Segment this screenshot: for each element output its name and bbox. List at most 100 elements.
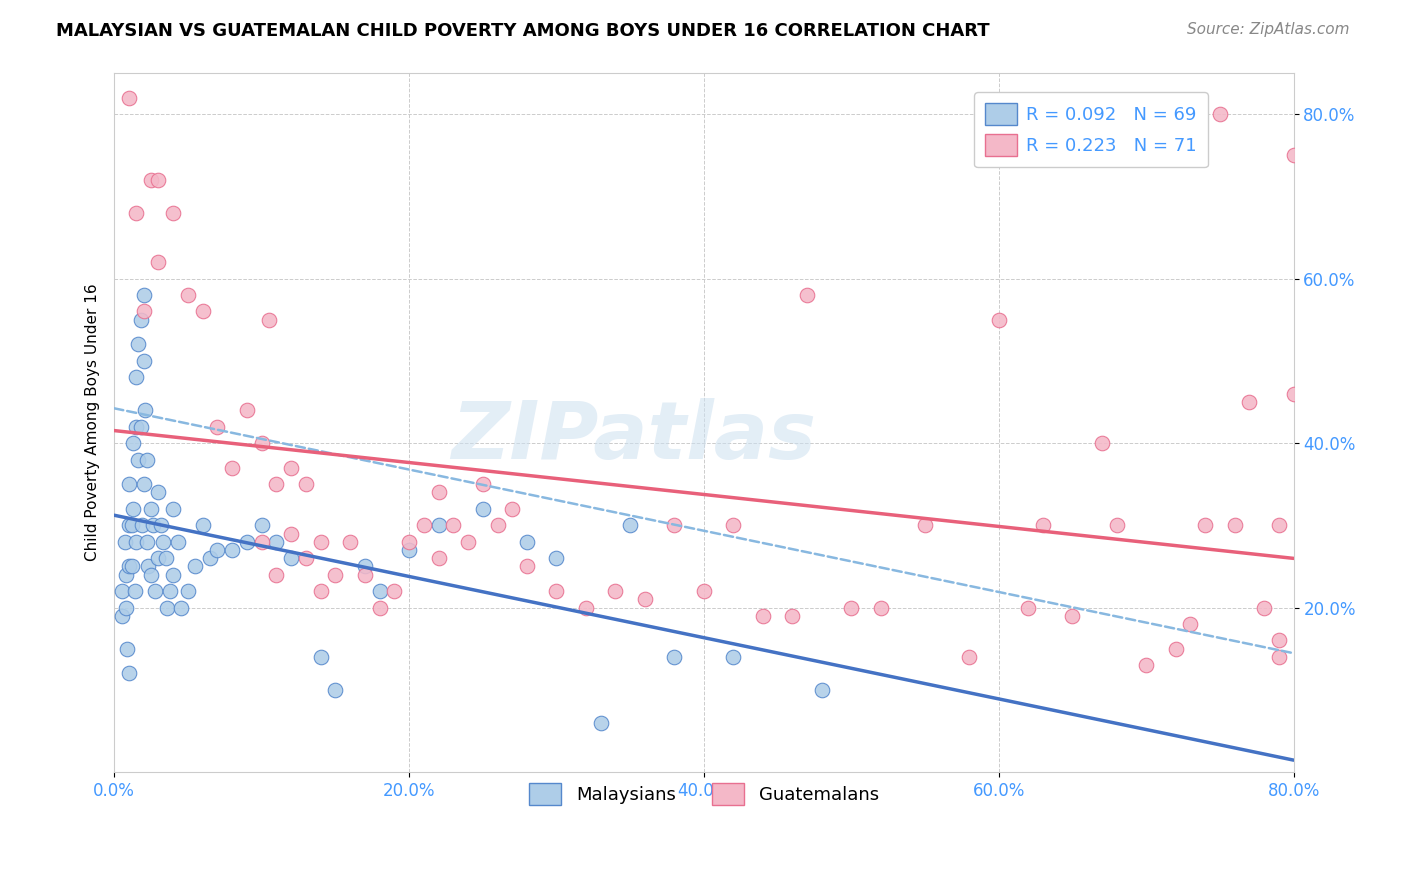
Point <box>471 502 494 516</box>
Point <box>121 518 143 533</box>
Point <box>236 403 259 417</box>
Point <box>486 518 509 533</box>
Point <box>309 649 332 664</box>
Point <box>516 559 538 574</box>
Point <box>162 206 184 220</box>
Point <box>207 419 229 434</box>
Point <box>339 534 361 549</box>
Point <box>148 485 170 500</box>
Point <box>427 485 450 500</box>
Point <box>118 666 141 681</box>
Point <box>156 600 179 615</box>
Point <box>125 534 148 549</box>
Point <box>115 600 138 615</box>
Point <box>127 452 149 467</box>
Point <box>131 518 153 533</box>
Point <box>150 518 173 533</box>
Point <box>125 206 148 220</box>
Point <box>177 584 200 599</box>
Point <box>325 682 347 697</box>
Point <box>221 460 243 475</box>
Point <box>115 567 138 582</box>
Text: ZIPatlas: ZIPatlas <box>451 398 815 475</box>
Point <box>1194 518 1216 533</box>
Point <box>134 403 156 417</box>
Point <box>516 534 538 549</box>
Point <box>129 312 152 326</box>
Point <box>1239 395 1261 409</box>
Point <box>605 584 627 599</box>
Point <box>987 312 1010 326</box>
Point <box>546 584 568 599</box>
Point <box>132 304 155 318</box>
Point <box>1268 633 1291 648</box>
Point <box>132 354 155 368</box>
Point <box>1032 518 1054 533</box>
Point <box>412 518 434 533</box>
Point <box>501 502 523 516</box>
Point <box>295 551 318 566</box>
Point <box>191 518 214 533</box>
Point <box>118 90 141 104</box>
Point <box>1282 148 1305 162</box>
Point <box>250 436 273 450</box>
Point <box>1209 107 1232 121</box>
Point <box>368 600 391 615</box>
Point <box>159 584 181 599</box>
Point <box>811 682 834 697</box>
Point <box>427 551 450 566</box>
Point <box>184 559 207 574</box>
Point <box>221 543 243 558</box>
Point <box>427 518 450 533</box>
Point <box>127 337 149 351</box>
Point <box>118 477 141 491</box>
Point <box>782 608 804 623</box>
Point <box>1268 649 1291 664</box>
Point <box>122 436 145 450</box>
Point <box>155 551 177 566</box>
Point <box>191 304 214 318</box>
Point <box>132 477 155 491</box>
Point <box>145 584 167 599</box>
Point <box>869 600 891 615</box>
Point <box>236 534 259 549</box>
Point <box>129 419 152 434</box>
Point <box>125 370 148 384</box>
Point <box>841 600 863 615</box>
Point <box>118 559 141 574</box>
Point <box>148 255 170 269</box>
Point <box>382 584 405 599</box>
Point <box>169 600 191 615</box>
Point <box>139 173 162 187</box>
Point <box>266 477 288 491</box>
Point <box>152 534 174 549</box>
Point <box>457 534 479 549</box>
Point <box>752 608 775 623</box>
Point <box>471 477 494 491</box>
Point <box>122 502 145 516</box>
Point <box>1164 641 1187 656</box>
Point <box>266 534 288 549</box>
Point <box>1017 600 1039 615</box>
Point <box>1062 608 1084 623</box>
Point <box>664 649 686 664</box>
Point <box>723 649 745 664</box>
Point <box>280 526 302 541</box>
Point <box>117 641 139 656</box>
Point <box>957 649 980 664</box>
Point <box>125 419 148 434</box>
Point <box>132 288 155 302</box>
Point <box>207 543 229 558</box>
Point <box>575 600 598 615</box>
Point <box>914 518 936 533</box>
Point <box>162 502 184 516</box>
Y-axis label: Child Poverty Among Boys Under 16: Child Poverty Among Boys Under 16 <box>86 284 100 561</box>
Text: Source: ZipAtlas.com: Source: ZipAtlas.com <box>1187 22 1350 37</box>
Point <box>589 715 612 730</box>
Point <box>1091 436 1114 450</box>
Point <box>135 534 157 549</box>
Point <box>148 173 170 187</box>
Point <box>723 518 745 533</box>
Point <box>139 567 162 582</box>
Point <box>141 518 163 533</box>
